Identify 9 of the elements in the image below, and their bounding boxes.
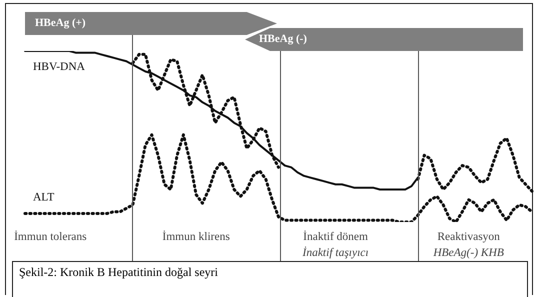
text: HBeAg (-) bbox=[245, 28, 523, 51]
x-tick-label: İmmun tolerans bbox=[14, 230, 88, 243]
x-tick-label: Reaktivasyon HBeAg(-) KHB bbox=[432, 230, 504, 259]
text: HBeAg (+) bbox=[35, 17, 86, 29]
series-label: HBV-DNA bbox=[33, 60, 86, 73]
series-label: ALT bbox=[33, 192, 54, 204]
x-tick-label: İmmun klirens bbox=[162, 230, 230, 243]
text: Şekil-2: Kronik B Hepatitinin doğal seyri bbox=[12, 261, 528, 297]
x-tick-label: İnaktif dönem İnaktif taşıyıcı bbox=[301, 230, 369, 259]
